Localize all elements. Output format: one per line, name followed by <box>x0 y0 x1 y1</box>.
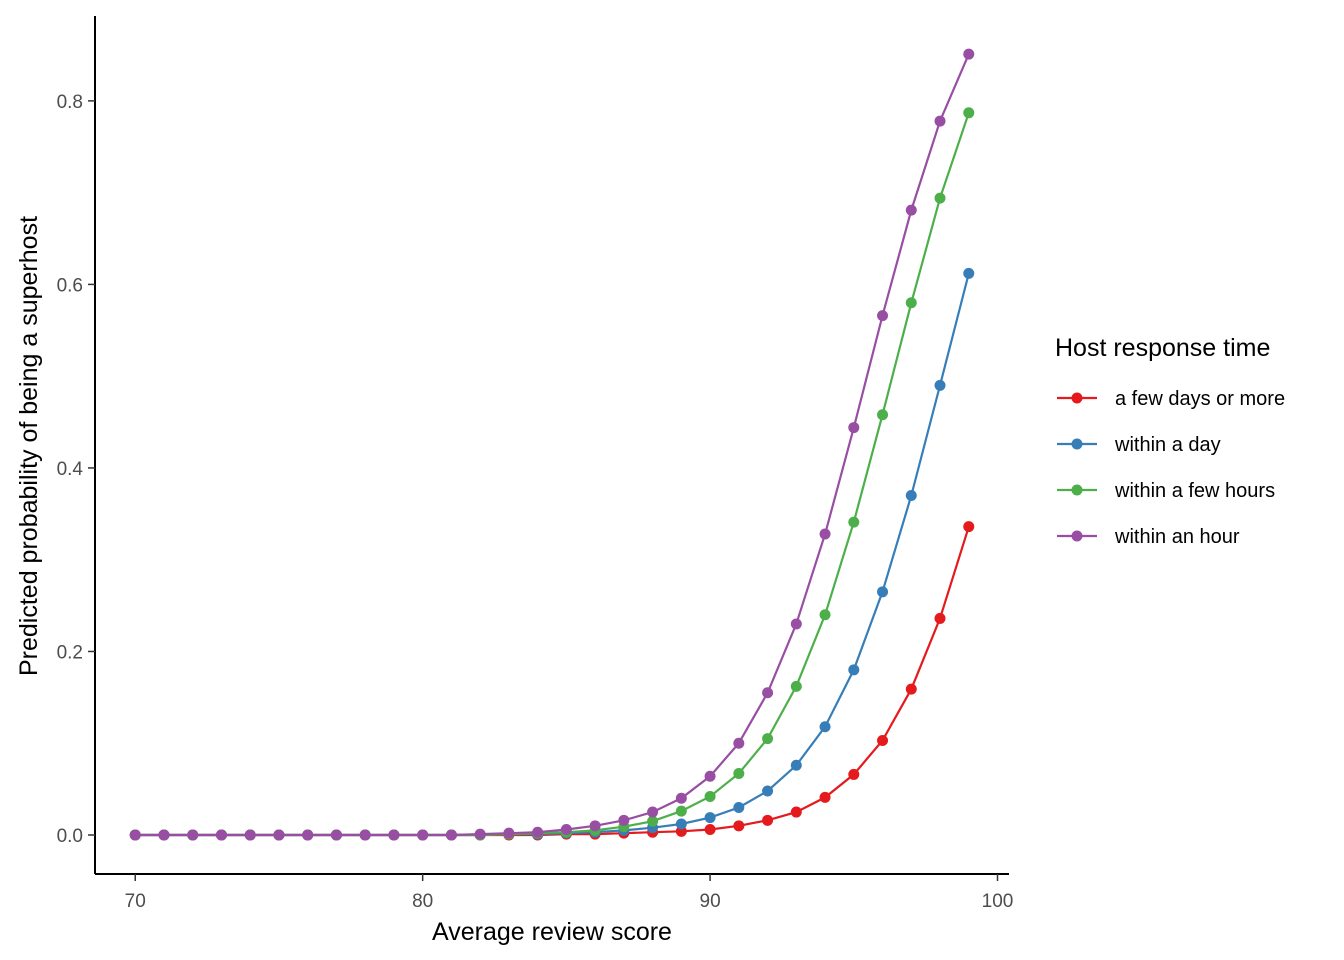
x-tick-label: 80 <box>412 891 433 912</box>
y-tick-label: 0.2 <box>57 642 83 663</box>
data-point <box>963 521 975 533</box>
data-point <box>560 823 572 835</box>
legend-label: within a day <box>1114 434 1221 456</box>
data-point <box>905 489 917 501</box>
data-point <box>848 516 860 528</box>
data-point <box>302 829 314 841</box>
data-point <box>963 107 975 119</box>
data-point <box>790 806 802 818</box>
data-point <box>790 759 802 771</box>
legend-label: within a few hours <box>1114 480 1275 502</box>
data-point <box>503 827 515 839</box>
data-point <box>733 820 745 832</box>
data-point <box>790 680 802 692</box>
data-point <box>158 829 170 841</box>
data-point <box>704 823 716 835</box>
data-point <box>388 829 400 841</box>
data-point <box>934 192 946 204</box>
legend-title: Host response time <box>1055 334 1270 362</box>
legend-key-point <box>1071 392 1083 404</box>
data-point <box>848 664 860 676</box>
data-point <box>647 815 659 827</box>
y-tick-label: 0.0 <box>57 826 83 847</box>
data-point <box>445 829 457 841</box>
x-tick-label: 90 <box>700 891 721 912</box>
data-point <box>330 829 342 841</box>
data-point <box>762 687 774 699</box>
data-point <box>819 721 831 733</box>
legend-key-point <box>1071 530 1083 542</box>
y-tick-label: 0.8 <box>57 92 83 113</box>
data-point <box>819 609 831 621</box>
data-point <box>877 586 889 598</box>
data-point <box>589 820 601 832</box>
y-tick-label: 0.6 <box>57 275 83 296</box>
data-point <box>762 785 774 797</box>
data-point <box>934 612 946 624</box>
x-tick-label: 100 <box>982 891 1014 912</box>
data-point <box>848 768 860 780</box>
data-point <box>934 379 946 391</box>
data-point <box>905 297 917 309</box>
data-point <box>273 829 285 841</box>
data-point <box>675 805 687 817</box>
data-point <box>733 768 745 780</box>
legend: Host response time a few days or more wit… <box>1055 334 1285 548</box>
data-point <box>819 528 831 540</box>
series-line <box>135 53 970 837</box>
data-point <box>618 814 630 826</box>
data-point <box>647 806 659 818</box>
legend-key-point <box>1071 484 1083 496</box>
data-point <box>963 48 975 60</box>
data-point <box>417 829 429 841</box>
data-point <box>848 422 860 434</box>
data-point <box>675 818 687 830</box>
data-point <box>762 733 774 745</box>
axes: 70 80 90 100 0.0 0.2 0.4 0.6 0.8 <box>57 16 1014 912</box>
series-line <box>135 112 970 837</box>
data-point <box>877 310 889 322</box>
data-point <box>704 790 716 802</box>
data-point <box>675 792 687 804</box>
data-point <box>474 828 486 840</box>
data-point <box>905 683 917 695</box>
series-line <box>135 526 970 837</box>
data-point <box>963 267 975 279</box>
legend-label: within an hour <box>1114 526 1240 548</box>
data-point <box>819 791 831 803</box>
data-point <box>762 814 774 826</box>
x-axis-title: Average review score <box>432 918 672 946</box>
data-point <box>359 829 371 841</box>
data-point <box>733 737 745 749</box>
data-point <box>733 801 745 813</box>
data-point <box>704 812 716 824</box>
data-point <box>532 826 544 838</box>
data-point <box>877 734 889 746</box>
y-axis-title: Predicted probability of being a superho… <box>15 216 43 676</box>
data-point <box>187 829 199 841</box>
data-point <box>129 829 141 841</box>
plot-marks <box>129 48 975 841</box>
data-point <box>244 829 256 841</box>
data-point <box>215 829 227 841</box>
data-point <box>877 409 889 421</box>
data-point <box>704 770 716 782</box>
legend-label: a few days or more <box>1115 388 1285 410</box>
x-tick-label: 70 <box>125 891 146 912</box>
y-tick-label: 0.4 <box>57 459 84 480</box>
legend-key-point <box>1071 438 1083 450</box>
data-point <box>934 115 946 127</box>
data-point <box>790 618 802 630</box>
data-point <box>905 204 917 216</box>
